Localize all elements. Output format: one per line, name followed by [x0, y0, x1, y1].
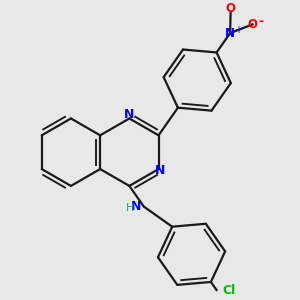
Text: N: N — [124, 108, 134, 122]
Text: O: O — [226, 2, 236, 15]
Text: +: + — [234, 25, 242, 35]
Text: O: O — [248, 18, 258, 31]
Text: N: N — [131, 200, 142, 213]
Text: Cl: Cl — [223, 284, 236, 297]
Text: -: - — [258, 15, 264, 28]
Text: N: N — [225, 27, 235, 40]
Text: H: H — [126, 203, 134, 213]
Text: N: N — [155, 164, 165, 177]
